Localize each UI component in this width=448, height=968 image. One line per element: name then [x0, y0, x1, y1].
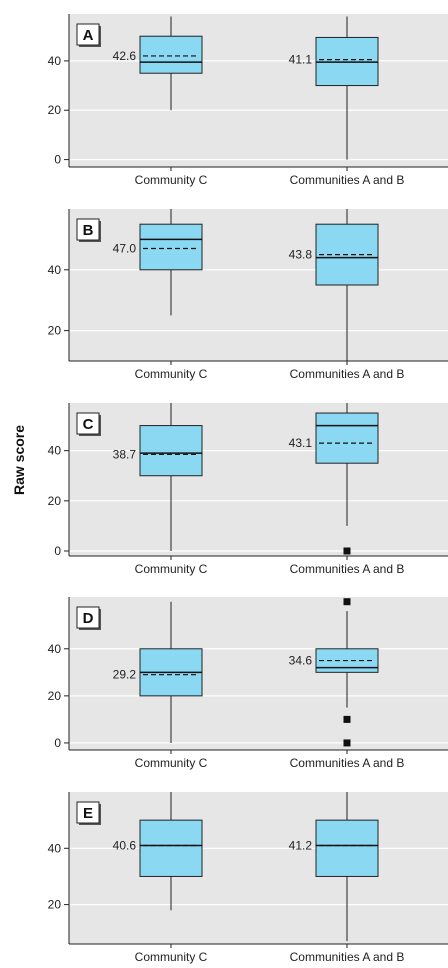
panels: 0 20 40 Community C Communities A and B 42.6 4… [48, 14, 448, 964]
x-tick-label: Communities A and B [290, 756, 405, 770]
outlier-point [343, 547, 351, 555]
plot-area [69, 792, 448, 944]
y-tick-label: 40 [48, 444, 62, 458]
box-iqr [315, 819, 379, 877]
box-community-c: 40.6 [113, 792, 203, 911]
box-iqr [139, 425, 203, 477]
panel-e: 20 40 Community C Communities A and B 40.6 41… [48, 792, 448, 964]
mean-label: 47.0 [113, 242, 137, 256]
x-tick-label: Community C [135, 367, 208, 381]
box-iqr [315, 412, 379, 464]
panel-letter-box [76, 412, 100, 435]
y-tick-label: 40 [48, 54, 62, 68]
x-tick-label: Community C [135, 562, 208, 576]
panel-letter-box [76, 606, 100, 629]
box-iqr [139, 35, 203, 74]
mean-label: 43.8 [289, 248, 313, 262]
outlier-point [343, 598, 351, 606]
panel-letter-box [76, 801, 100, 824]
mean-label: 29.2 [113, 668, 137, 682]
mean-label: 34.6 [289, 654, 313, 668]
y-tick-label: 40 [48, 841, 62, 855]
panel-b: 20 40 Community C Communities A and B 47.0 43… [48, 209, 448, 381]
box-community-c: 47.0 [113, 209, 203, 316]
mean-label: 41.2 [289, 838, 313, 852]
y-tick-label: 0 [54, 153, 61, 167]
plot-area [69, 403, 448, 556]
y-tick-label: 20 [48, 103, 62, 117]
box-iqr [139, 819, 203, 877]
panel-d: 0 20 40 Community C Communities A and B 29.2 3… [48, 597, 448, 770]
x-tick-label: Community C [135, 756, 208, 770]
panel-c: 0 20 40 Community C Communities A and B 38.7 4… [48, 403, 448, 576]
box-community-c: 29.2 [113, 601, 203, 743]
y-tick-label: 20 [48, 689, 62, 703]
y-tick-label: 20 [48, 494, 62, 508]
panel-letter: A [83, 27, 94, 44]
box-community-c: 42.6 [113, 16, 203, 111]
box-communities-a-b: 34.6 [289, 598, 379, 747]
panel-letter: B [83, 222, 94, 239]
x-tick-label: Communities A and B [290, 367, 405, 381]
outlier-point [343, 715, 351, 723]
panel-letter: C [83, 416, 94, 433]
y-tick-label: 20 [48, 324, 62, 338]
mean-label: 40.6 [113, 838, 137, 852]
panel-letter: E [83, 805, 93, 822]
y-tick-label: 0 [54, 736, 61, 750]
panel-letter-box [76, 218, 100, 241]
panel-a: 0 20 40 Community C Communities A and B 42.6 4… [48, 14, 448, 187]
y-tick-label: 40 [48, 642, 62, 656]
plot-area [69, 14, 448, 167]
x-tick-label: Communities A and B [290, 950, 405, 964]
box-communities-a-b: 43.8 [289, 209, 379, 361]
box-communities-a-b: 41.2 [289, 792, 379, 942]
mean-label: 41.1 [289, 53, 313, 67]
y-axis-label: Raw score [11, 425, 27, 495]
x-tick-label: Communities A and B [290, 562, 405, 576]
outlier-point [343, 739, 351, 747]
y-tick-label: 20 [48, 898, 62, 912]
y-tick-label: 0 [54, 544, 61, 558]
plot-area [69, 597, 448, 750]
box-community-c: 38.7 [113, 403, 203, 551]
panel-letter: D [83, 610, 94, 627]
x-tick-label: Community C [135, 173, 208, 187]
x-tick-label: Communities A and B [290, 173, 405, 187]
mean-label: 43.1 [289, 436, 313, 450]
x-tick-label: Community C [135, 950, 208, 964]
y-tick-label: 40 [48, 263, 62, 277]
box-communities-a-b: 41.1 [289, 16, 379, 160]
box-iqr [139, 223, 203, 271]
panel-letter-box [76, 23, 100, 46]
plot-area [69, 209, 448, 361]
mean-label: 38.7 [113, 447, 137, 461]
mean-label: 42.6 [113, 49, 137, 63]
box-communities-a-b: 43.1 [289, 403, 379, 555]
